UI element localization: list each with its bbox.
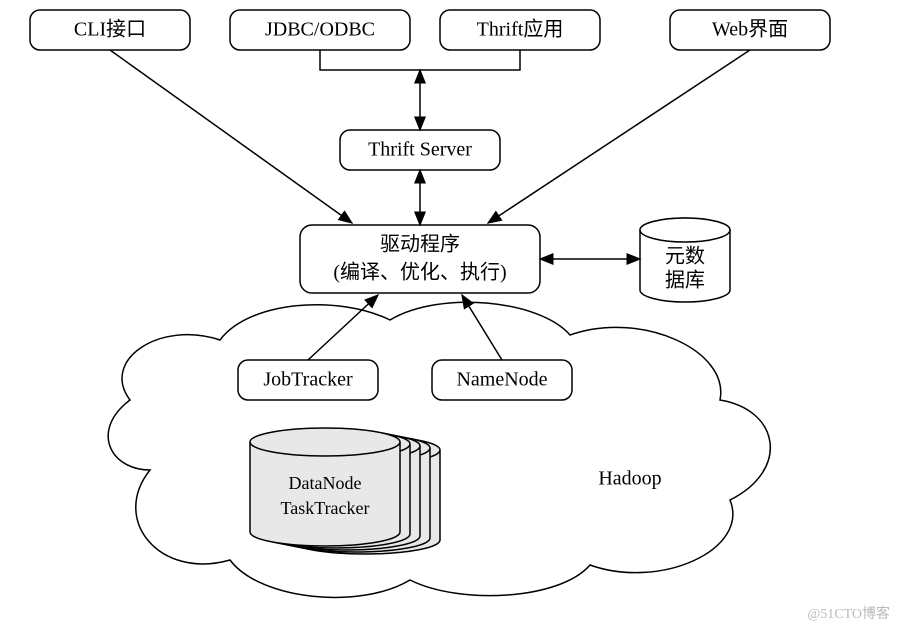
cli-label: CLI接口 [74, 18, 146, 41]
jobtracker-label: JobTracker [263, 369, 353, 391]
datanode-label-2: TaskTracker [280, 498, 369, 518]
metadb-label-1: 元数 [665, 245, 705, 268]
edge-web-driver [488, 50, 750, 223]
watermark-text: @51CTO博客 [807, 605, 890, 622]
thrift-server-box: Thrift Server [340, 130, 500, 170]
thrift-app-box: Thrift应用 [440, 10, 600, 50]
jdbc-box: JDBC/ODBC [230, 10, 410, 50]
jdbc-label: JDBC/ODBC [265, 19, 375, 41]
edge-jdbc-thrift-bracket [320, 50, 520, 70]
driver-label-2: (编译、优化、执行) [333, 261, 506, 284]
thrift-app-label: Thrift应用 [477, 18, 564, 41]
driver-box: 驱动程序 (编译、优化、执行) [300, 225, 540, 293]
namenode-label: NameNode [456, 369, 547, 391]
jobtracker-box: JobTracker [238, 360, 378, 400]
web-label: Web界面 [712, 19, 788, 41]
architecture-diagram: CLI接口 JDBC/ODBC Thrift应用 Web界面 Thrift Se… [0, 0, 898, 626]
metadb-cylinder: 元数 据库 [640, 218, 730, 302]
driver-label-1: 驱动程序 [380, 233, 460, 256]
hadoop-label: Hadoop [598, 468, 661, 490]
datanode-label-1: DataNode [289, 473, 362, 493]
datanode-stack: DataNode TaskTracker [250, 428, 440, 554]
cli-box: CLI接口 [30, 10, 190, 50]
thrift-server-label: Thrift Server [368, 139, 472, 161]
web-box: Web界面 [670, 10, 830, 50]
namenode-box: NameNode [432, 360, 572, 400]
edge-cli-driver [110, 50, 352, 223]
metadb-label-2: 据库 [665, 269, 705, 292]
